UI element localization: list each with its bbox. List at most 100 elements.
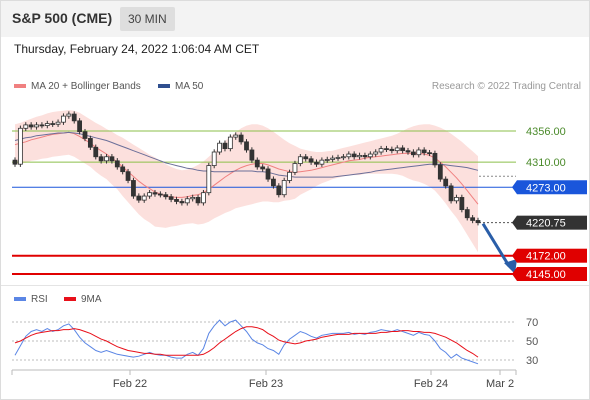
candle-body (464, 209, 470, 219)
candle-body (437, 164, 443, 180)
bollinger-band-fill (15, 110, 478, 253)
candle-body (405, 150, 411, 153)
candle-body (362, 154, 368, 158)
candle-body (50, 123, 56, 125)
candle-body (17, 127, 23, 165)
candle-body (195, 197, 201, 204)
candle-body (351, 153, 357, 158)
legend-rsi-ma: 9MA (64, 294, 102, 305)
candle-body (61, 115, 66, 123)
instrument-title: S&P 500 (CME) (12, 10, 113, 26)
candle-body (454, 197, 459, 202)
candle-body (373, 151, 379, 155)
candle-body (66, 113, 72, 117)
candle-body (400, 147, 406, 152)
candle-body (109, 156, 115, 162)
level-tag-point-2 (512, 180, 517, 195)
candle-body (367, 153, 373, 158)
level-label-3: 4220.75 (526, 218, 566, 230)
candle-body (44, 123, 50, 126)
research-credit: Research © 2022 Trading Central (431, 81, 581, 92)
level-tag-2 (517, 180, 587, 195)
legend-rsi-ma-swatch (64, 297, 76, 302)
candle-body (190, 197, 196, 200)
level-label-4: 4172.00 (526, 251, 566, 263)
chart-datetime: Thursday, February 24, 2022 1:06:04 AM C… (14, 42, 260, 56)
candle-body (249, 149, 255, 161)
candle-body (378, 148, 384, 153)
forecast-arrow-head (504, 259, 517, 274)
level-label-2: 4273.00 (526, 182, 566, 194)
level-tag-point-3 (512, 215, 517, 230)
candle-body (448, 185, 454, 202)
level-tag-3 (517, 215, 587, 230)
candle-body (254, 159, 260, 168)
legend-rsi-swatch (14, 297, 26, 302)
candle-body (23, 124, 29, 129)
candle-body (141, 195, 147, 201)
panel-separator (1, 285, 589, 286)
legend-bb: MA 20 + Bollinger Bands (14, 81, 141, 92)
chart-header: S&P 500 (CME) 30 MIN (1, 1, 589, 37)
candle-body (39, 124, 45, 127)
candle-body (147, 192, 152, 197)
x-tick-label: Mar 2 (486, 378, 514, 390)
candle-body (233, 134, 239, 138)
candle-body (265, 168, 271, 180)
candle-body (244, 141, 249, 151)
candle-body (206, 165, 212, 194)
level-tag-4 (517, 248, 587, 263)
legend-bb-label: MA 20 + Bollinger Bands (31, 81, 141, 92)
candle-body (174, 199, 179, 202)
candle-body (389, 148, 395, 152)
candle-body (114, 160, 120, 168)
x-tick-label: Feb 22 (113, 378, 147, 390)
x-tick-label: Feb 23 (249, 378, 283, 390)
candle-body (271, 178, 276, 187)
candle-body (211, 151, 217, 166)
x-tick-label: Feb 24 (414, 378, 448, 390)
legend-rsi-label: RSI (31, 294, 48, 305)
candle-body (28, 124, 34, 128)
candle-body (319, 159, 325, 165)
candle-body (77, 120, 83, 133)
legend-ma50: MA 50 (158, 81, 203, 92)
candle-body (82, 131, 88, 139)
candle-body (292, 163, 298, 173)
candle-body (152, 192, 158, 195)
candle-body (98, 156, 104, 162)
candle-body (93, 146, 99, 158)
candle-body (346, 153, 352, 158)
candle-body (475, 220, 481, 224)
rsi-ma-line (14, 326, 479, 358)
candle-body (136, 195, 142, 201)
candle-body (443, 178, 449, 187)
candle-body (227, 136, 233, 150)
legend-ma50-swatch (158, 84, 170, 89)
level-label-1: 4310.00 (526, 157, 566, 169)
ma50-line (14, 131, 479, 178)
candle-body (12, 159, 18, 165)
candle-body (394, 147, 400, 152)
candle-body (341, 156, 346, 159)
legend-ma50-label: MA 50 (175, 81, 204, 92)
candle-body (168, 196, 174, 200)
level-tag-5 (517, 267, 587, 281)
candle-body (432, 152, 438, 166)
candle-body (276, 185, 282, 196)
candle-body (131, 180, 136, 197)
interval-button[interactable]: 30 MIN (120, 7, 175, 31)
candle-body (201, 192, 206, 204)
candle-body (384, 148, 389, 151)
candle-body (222, 142, 228, 150)
candle-body (281, 180, 287, 196)
legend-rsi: RSI (14, 294, 48, 305)
candle-body (410, 151, 416, 156)
candle-body (55, 121, 61, 125)
candle-body (308, 158, 314, 163)
level-label-0: 4356.00 (526, 126, 566, 138)
candle-body (357, 154, 362, 158)
candle-body (120, 166, 126, 173)
